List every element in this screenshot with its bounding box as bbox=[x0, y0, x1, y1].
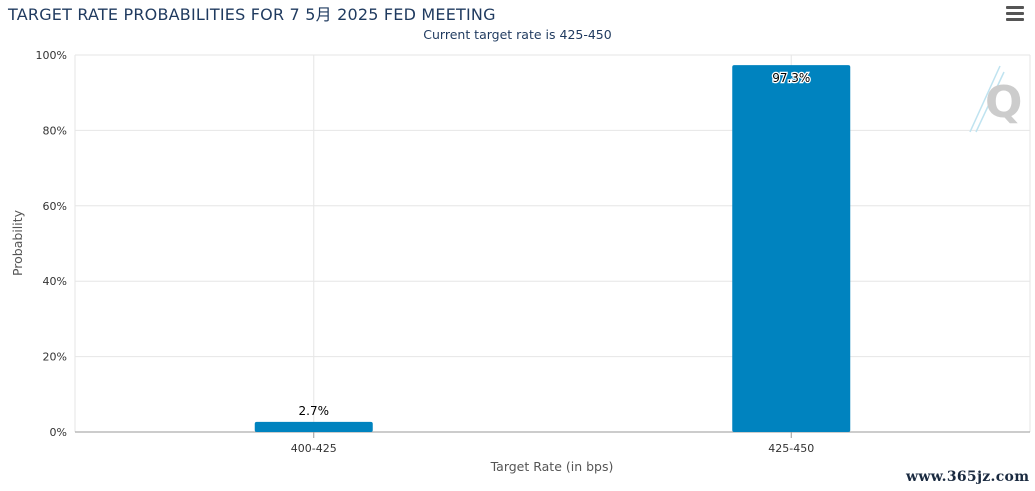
chart-title: TARGET RATE PROBABILITIES FOR 7 5月 2025 … bbox=[8, 5, 496, 24]
svg-text:Q: Q bbox=[985, 77, 1022, 128]
y-tick-label: 60% bbox=[43, 200, 67, 213]
x-tick-label: 400-425 bbox=[291, 442, 337, 455]
bars bbox=[254, 65, 851, 432]
bar-425-450[interactable] bbox=[732, 65, 851, 432]
q-logo-icon: Q bbox=[969, 65, 1022, 133]
bar-400-425[interactable] bbox=[254, 421, 373, 432]
hamburger-menu-icon[interactable] bbox=[1006, 6, 1024, 21]
watermark-text: www.365jz.com bbox=[906, 469, 1030, 485]
data-labels: 2.7% 97.3% bbox=[299, 70, 812, 418]
y-tick-label: 20% bbox=[43, 351, 67, 364]
data-label: 97.3% bbox=[772, 71, 810, 85]
data-label: 2.7% bbox=[299, 404, 330, 418]
x-axis-ticks: 400-425 425-450 bbox=[291, 432, 814, 455]
y-axis-title: Probability bbox=[10, 209, 25, 276]
y-tick-label: 80% bbox=[43, 124, 67, 137]
chart-subtitle: Current target rate is 425-450 bbox=[423, 27, 612, 42]
x-axis-title: Target Rate (in bps) bbox=[490, 459, 614, 474]
y-axis-ticks: 0% 20% 40% 60% 80% 100% bbox=[36, 49, 67, 439]
y-tick-label: 100% bbox=[36, 49, 67, 62]
gridlines bbox=[74, 54, 1031, 433]
y-tick-label: 40% bbox=[43, 275, 67, 288]
x-tick-label: 425-450 bbox=[768, 442, 814, 455]
y-tick-label: 0% bbox=[50, 426, 67, 439]
